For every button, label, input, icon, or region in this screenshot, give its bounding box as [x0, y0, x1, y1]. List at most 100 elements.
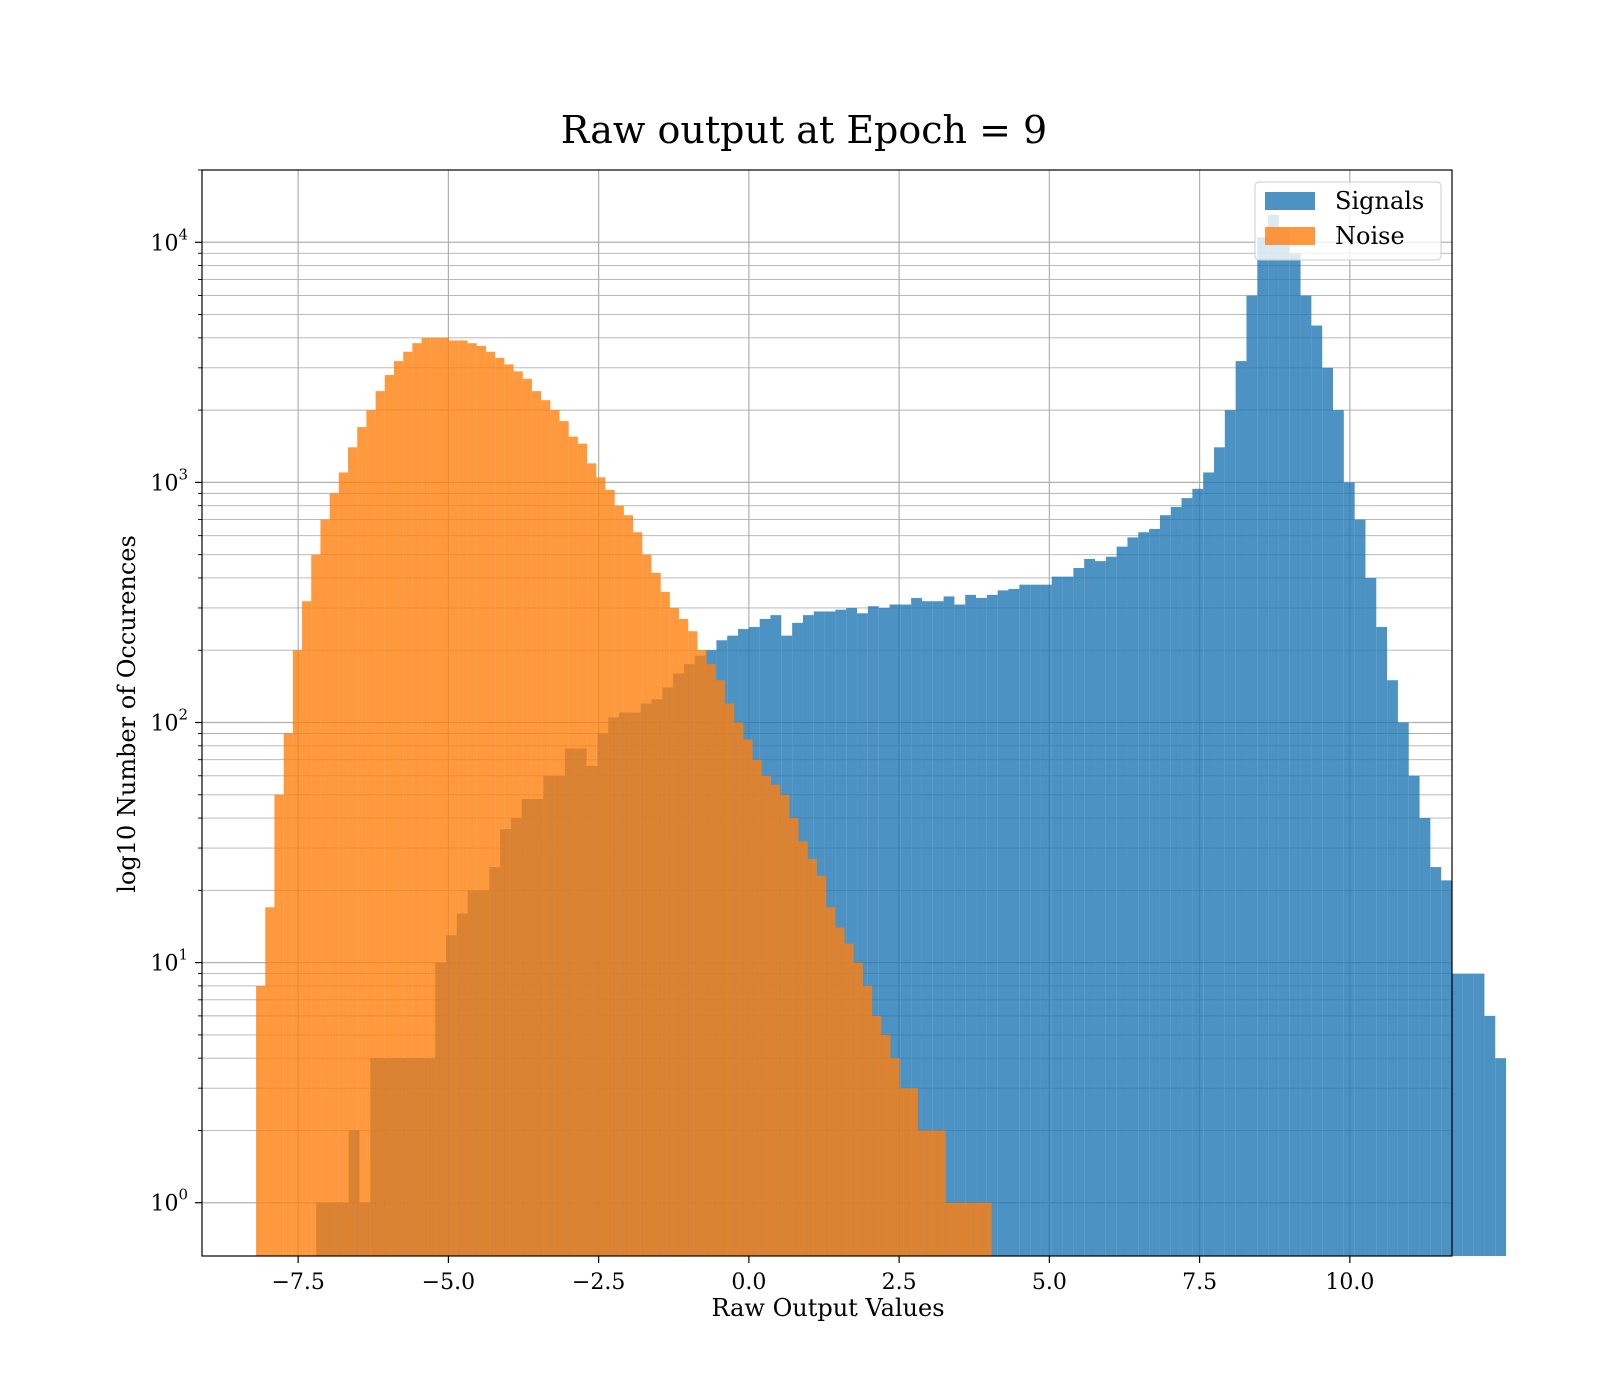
x-tick-label: −2.5 — [572, 1270, 625, 1295]
histogram-bar — [927, 1130, 937, 1256]
histogram-bar — [394, 361, 404, 1256]
x-tick-label: 5.0 — [1032, 1270, 1067, 1295]
histogram-bar — [568, 436, 578, 1256]
histogram-bar — [900, 604, 912, 1256]
series-noise — [256, 337, 992, 1257]
histogram-bar — [1452, 973, 1463, 1256]
histogram-bar — [780, 794, 790, 1256]
histogram-bar — [921, 601, 933, 1256]
y-tick-label: 102 — [150, 706, 188, 737]
histogram-bar — [531, 391, 542, 1256]
histogram-bar — [633, 532, 643, 1256]
legend-swatch — [1265, 227, 1315, 245]
histogram-bar — [265, 907, 275, 1256]
histogram-bar — [1181, 498, 1193, 1256]
histogram-bar — [973, 1202, 983, 1256]
histogram-bar — [1376, 626, 1388, 1256]
histogram-bar — [283, 733, 293, 1256]
histogram-bar — [605, 489, 615, 1256]
legend-swatch — [1265, 192, 1315, 210]
histogram-bar — [899, 1088, 909, 1256]
histogram-bar — [954, 1202, 965, 1256]
histogram-bar — [1473, 973, 1485, 1256]
histogram-bar — [439, 337, 450, 1256]
histogram-bar — [357, 427, 367, 1257]
histogram-bar — [348, 447, 358, 1256]
histogram-bar — [1300, 295, 1312, 1256]
histogram-bar — [908, 1088, 919, 1256]
histogram-bar — [311, 554, 321, 1256]
histogram-bar — [449, 340, 459, 1256]
histogram-bar — [844, 943, 854, 1256]
histogram-bar — [986, 594, 998, 1256]
histogram-bar — [1019, 584, 1031, 1256]
histogram-bar — [881, 1034, 891, 1256]
histogram-bar — [329, 493, 339, 1256]
histogram-bar — [1495, 1058, 1507, 1256]
histogram-bar — [1095, 561, 1106, 1256]
histogram-bar — [1441, 880, 1452, 1256]
histogram-bar — [965, 594, 977, 1256]
histogram-bar — [1224, 410, 1236, 1256]
histogram-bar — [1268, 214, 1279, 1256]
histogram-bar — [338, 472, 349, 1257]
histogram-bar — [715, 680, 726, 1256]
histogram-bar — [1008, 588, 1020, 1256]
histogram-bar — [550, 410, 560, 1256]
histogram-bar — [1149, 528, 1160, 1256]
histogram-bar — [857, 613, 868, 1256]
histogram-bar — [1365, 577, 1377, 1256]
histogram-bar — [587, 463, 597, 1256]
histogram-bar — [366, 410, 376, 1256]
histogram-bar — [1387, 680, 1398, 1256]
histogram-bar — [1159, 515, 1171, 1256]
histogram-bar — [1138, 532, 1150, 1256]
histogram-bar — [1235, 361, 1247, 1256]
histogram-bar — [1289, 253, 1301, 1256]
histogram-bar — [853, 962, 863, 1256]
histogram-bar — [1408, 775, 1420, 1256]
histogram-bar — [1354, 519, 1366, 1256]
histogram-bar — [504, 364, 514, 1257]
histogram-bar — [1170, 506, 1182, 1256]
histogram-bar — [1203, 472, 1215, 1257]
y-tick-label: 104 — [150, 225, 188, 256]
histogram-bar — [320, 519, 330, 1256]
histogram-bar — [1062, 576, 1074, 1256]
histogram-bar — [816, 875, 827, 1256]
legend-label: Signals — [1335, 187, 1424, 215]
histogram-bar — [623, 515, 634, 1256]
histogram-bar — [936, 1130, 946, 1256]
histogram-bar — [945, 1202, 955, 1256]
histogram-bar — [867, 606, 879, 1256]
x-tick-label: 2.5 — [882, 1270, 917, 1295]
histogram-bar — [1257, 237, 1269, 1257]
histogram-bar — [476, 345, 486, 1256]
x-tick-label: −5.0 — [422, 1270, 475, 1295]
histogram-bar — [1430, 867, 1442, 1256]
histogram-bar — [559, 421, 569, 1257]
x-tick-label: −7.5 — [271, 1270, 324, 1295]
histogram-bar — [430, 337, 440, 1256]
histogram-bar — [826, 907, 836, 1256]
histogram-bar — [1127, 537, 1139, 1256]
chart-title: Raw output at Epoch = 9 — [561, 108, 1047, 152]
histogram-bar — [403, 351, 413, 1256]
histogram-bar — [697, 650, 707, 1256]
histogram-bar — [513, 371, 523, 1256]
histogram-bar — [596, 477, 606, 1257]
histogram-bar — [679, 618, 689, 1256]
histogram-bar — [292, 650, 303, 1256]
histogram-bar — [1397, 722, 1409, 1256]
histogram-bar — [846, 607, 858, 1256]
histogram-bar — [577, 443, 588, 1256]
histogram-bar — [541, 400, 551, 1256]
histogram-bar — [302, 601, 312, 1256]
histogram-bar — [1214, 447, 1225, 1256]
histogram-bar — [1419, 818, 1431, 1256]
histogram-bar — [1105, 556, 1117, 1256]
histogram-bar — [798, 841, 808, 1256]
histogram-bar — [943, 596, 955, 1256]
ticks-layer: −7.5 −5.0 −2.5 0.0 2.5 5.0 7.5 10.0 100 101 102 103… — [150, 169, 1374, 1295]
